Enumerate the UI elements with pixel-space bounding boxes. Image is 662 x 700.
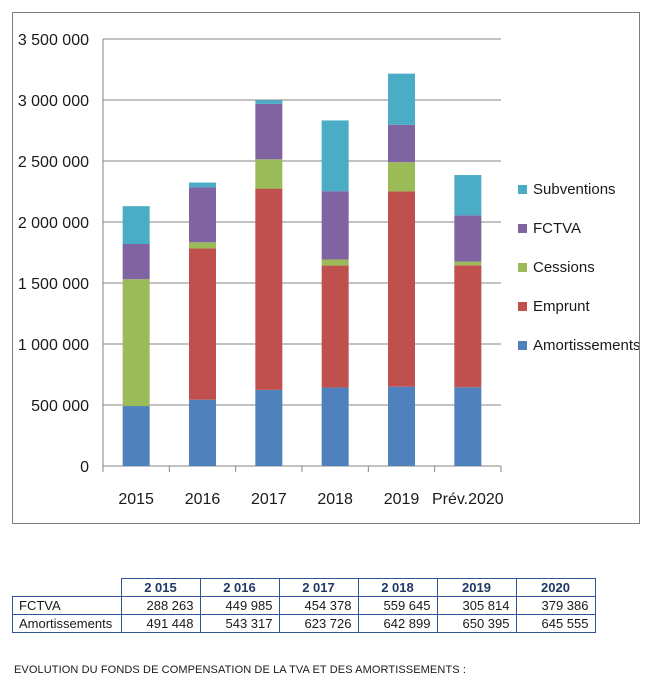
legend-label: Amortissements: [533, 337, 639, 354]
bar-segment-cessions: [454, 261, 482, 266]
bar-segment-amortissements: [189, 399, 216, 466]
bar-segment-emprunt: [189, 248, 216, 400]
table-cell: 288 263: [120, 596, 201, 615]
table-header: 2020: [515, 578, 596, 597]
x-tick-label: 2019: [384, 491, 420, 508]
table-cell: 623 726: [278, 614, 359, 633]
legend-swatch: [518, 341, 527, 350]
caption: EVOLUTION DU FONDS DE COMPENSATION DE LA…: [14, 664, 466, 676]
y-tick-label: 1 000 000: [18, 337, 89, 354]
table-cell: 449 985: [199, 596, 280, 615]
bar-segment-emprunt: [255, 188, 283, 390]
bar-segment-amortissements: [122, 406, 150, 466]
table-header-row: 2 015 2 016 2 017 2 018 2019 2020: [13, 578, 596, 597]
bar-segment-amortissements: [454, 387, 482, 466]
bar-segment-fctva: [189, 187, 216, 243]
legend-label: Cessions: [533, 259, 595, 276]
x-tick-label: 2015: [118, 491, 154, 508]
legend-swatch: [518, 302, 527, 311]
y-tick-label: 0: [80, 459, 89, 476]
y-tick-label: 2 500 000: [18, 154, 89, 171]
table-corner: [13, 579, 122, 597]
bar-segment-subventions: [321, 120, 349, 192]
bar-segment-subventions: [255, 100, 283, 104]
bar-segment-fctva: [388, 124, 415, 163]
x-tick-label: 2016: [185, 491, 221, 508]
table-header: 2 018: [357, 578, 438, 597]
y-tick-label: 3 000 000: [18, 93, 89, 110]
table-cell: 642 899: [357, 614, 438, 633]
legend-swatch: [518, 263, 527, 272]
x-tick-label: Prév.2020: [432, 491, 504, 508]
legend-label: Emprunt: [533, 298, 591, 315]
table-cell: 543 317: [199, 614, 280, 633]
table-cell: 454 378: [278, 596, 359, 615]
table-row-label: Amortissements: [12, 614, 122, 633]
y-tick-label: 500 000: [31, 398, 89, 415]
legend-swatch: [518, 224, 527, 233]
table-cell: 491 448: [120, 614, 201, 633]
bar-segment-emprunt: [388, 191, 415, 387]
bar-segment-cessions: [189, 242, 216, 249]
y-tick-label: 1 500 000: [18, 276, 89, 293]
y-tick-label: 2 000 000: [18, 215, 89, 232]
table-row: Amortissements 491 448 543 317 623 726 6…: [12, 614, 596, 633]
table-header: 2 017: [278, 578, 359, 597]
bar-segment-subventions: [122, 206, 150, 244]
table-cell: 305 814: [436, 596, 517, 615]
bar-segment-fctva: [321, 191, 349, 260]
table-header: 2 015: [120, 578, 201, 597]
bar-segment-cessions: [321, 259, 349, 266]
bar-segment-subventions: [189, 182, 216, 188]
bar-segment-fctva: [122, 243, 150, 280]
bar-segment-amortissements: [321, 387, 349, 466]
stacked-bar-chart: 0 500 000 1 000 000 1 500 000 2 000 000 2 500…: [18, 32, 639, 508]
table-row: FCTVA 288 263 449 985 454 378 559 645 30…: [12, 596, 596, 615]
table-header: 2 016: [199, 578, 280, 597]
bar-segment-cessions: [122, 279, 150, 407]
chart-frame: 0 500 000 1 000 000 1 500 000 2 000 000 2 500…: [12, 12, 640, 524]
data-table: 2 015 2 016 2 017 2 018 2019 2020 FCTVA …: [12, 578, 596, 633]
table-cell: 559 645: [357, 596, 438, 615]
y-tick-label: 3 500 000: [18, 32, 89, 49]
table-cell: 645 555: [515, 614, 596, 633]
bar-segment-emprunt: [454, 265, 482, 388]
table-cell: 379 386: [515, 596, 596, 615]
table-row-label: FCTVA: [12, 596, 122, 615]
bar-segment-subventions: [454, 175, 482, 216]
bar-segment-amortissements: [255, 389, 283, 466]
bar-segment-emprunt: [321, 265, 349, 388]
bar-segment-fctva: [454, 215, 482, 262]
bar-segment-subventions: [388, 73, 415, 125]
bar-segment-cessions: [255, 159, 283, 189]
table-cell: 650 395: [436, 614, 517, 633]
legend-label: FCTVA: [533, 220, 581, 237]
x-tick-label: 2018: [317, 491, 353, 508]
table-header: 2019: [436, 578, 517, 597]
legend-swatch: [518, 185, 527, 194]
legend-label: Subventions: [533, 181, 616, 198]
x-tick-label: 2017: [251, 491, 287, 508]
bar-segment-fctva: [255, 103, 283, 160]
bar-segment-amortissements: [388, 386, 415, 466]
bar-segment-cessions: [388, 162, 415, 192]
